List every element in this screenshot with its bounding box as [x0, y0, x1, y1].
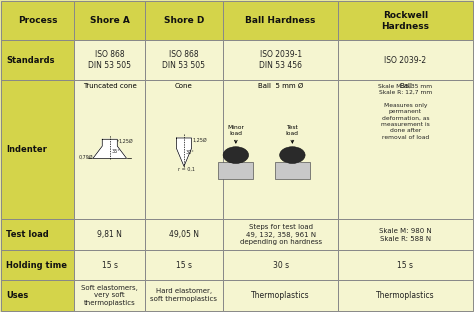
Bar: [1, 280, 74, 311]
Text: Test load: Test load: [6, 230, 49, 239]
Bar: [223, 80, 338, 219]
Text: Ball  5 mm Ø: Ball 5 mm Ø: [258, 83, 303, 89]
Text: Thermoplastics: Thermoplastics: [251, 291, 310, 300]
Text: 30°: 30°: [186, 150, 195, 155]
Text: 1,25Ø: 1,25Ø: [193, 138, 208, 143]
Text: Ball: Ball: [399, 83, 412, 89]
Text: ISO 2039-2: ISO 2039-2: [384, 56, 427, 65]
Bar: [275, 162, 310, 179]
Bar: [1, 80, 74, 219]
Bar: [1, 1, 74, 40]
Text: ISO 868
DIN 53 505: ISO 868 DIN 53 505: [88, 50, 131, 70]
Text: Truncated cone: Truncated cone: [83, 83, 137, 89]
Text: Soft elastomers,
very soft
thermoplastics: Soft elastomers, very soft thermoplastic…: [82, 285, 138, 306]
Bar: [145, 80, 223, 219]
Bar: [145, 280, 223, 311]
Text: 15 s: 15 s: [102, 261, 118, 270]
Circle shape: [280, 147, 305, 163]
Bar: [74, 280, 145, 311]
Text: Test
load: Test load: [286, 125, 299, 136]
Text: Shore A: Shore A: [90, 16, 130, 25]
Bar: [1, 40, 74, 80]
Text: Minor
load: Minor load: [228, 125, 244, 136]
Text: Ball Hardness: Ball Hardness: [246, 16, 316, 25]
Text: Steps for test load
49, 132, 358, 961 N
depending on hardness: Steps for test load 49, 132, 358, 961 N …: [239, 224, 322, 245]
Text: Standards: Standards: [6, 56, 55, 65]
Bar: [145, 1, 223, 40]
Bar: [1, 219, 74, 250]
Bar: [338, 40, 473, 80]
Bar: [74, 80, 145, 219]
Bar: [1, 250, 74, 280]
Bar: [74, 250, 145, 280]
Text: Shore D: Shore D: [164, 16, 204, 25]
Text: r = 0,1: r = 0,1: [178, 167, 195, 172]
Bar: [218, 162, 254, 179]
Bar: [74, 40, 145, 80]
Bar: [338, 250, 473, 280]
Bar: [74, 1, 145, 40]
Bar: [223, 250, 338, 280]
Text: Thermoplastics: Thermoplastics: [376, 291, 435, 300]
Polygon shape: [93, 139, 127, 158]
Bar: [223, 280, 338, 311]
Text: Indenter: Indenter: [6, 145, 47, 154]
Bar: [223, 219, 338, 250]
Bar: [145, 40, 223, 80]
Text: ISO 868
DIN 53 505: ISO 868 DIN 53 505: [163, 50, 206, 70]
Text: Holding time: Holding time: [6, 261, 67, 270]
Text: Cone: Cone: [175, 83, 193, 89]
Text: Skale M: 980 N
Skale R: 588 N: Skale M: 980 N Skale R: 588 N: [379, 228, 432, 241]
Bar: [338, 219, 473, 250]
Bar: [338, 280, 473, 311]
Text: 35°: 35°: [112, 149, 120, 154]
Bar: [223, 1, 338, 40]
Text: 1,25Ø: 1,25Ø: [118, 139, 133, 144]
Text: Hard elastomer,
soft thermoplastics: Hard elastomer, soft thermoplastics: [150, 288, 218, 302]
Bar: [338, 1, 473, 40]
Text: 49,05 N: 49,05 N: [169, 230, 199, 239]
Bar: [223, 40, 338, 80]
Bar: [74, 219, 145, 250]
Text: 15 s: 15 s: [176, 261, 192, 270]
Bar: [338, 80, 473, 219]
Bar: [145, 250, 223, 280]
Text: 0,79Ø: 0,79Ø: [79, 155, 93, 160]
Bar: [145, 219, 223, 250]
Circle shape: [223, 147, 248, 163]
Text: 30 s: 30 s: [273, 261, 289, 270]
Text: 15 s: 15 s: [398, 261, 413, 270]
Text: ISO 2039-1
DIN 53 456: ISO 2039-1 DIN 53 456: [259, 50, 302, 70]
Text: Process: Process: [18, 16, 58, 25]
Text: Rockwell
Hardness: Rockwell Hardness: [382, 11, 429, 31]
Polygon shape: [176, 138, 191, 166]
Text: 9,81 N: 9,81 N: [97, 230, 122, 239]
Text: Skale M: 6,35 mm
Skale R: 12,7 mm

Measures only
permanent
deformation, as
measu: Skale M: 6,35 mm Skale R: 12,7 mm Measur…: [378, 83, 432, 139]
Text: Uses: Uses: [6, 291, 28, 300]
